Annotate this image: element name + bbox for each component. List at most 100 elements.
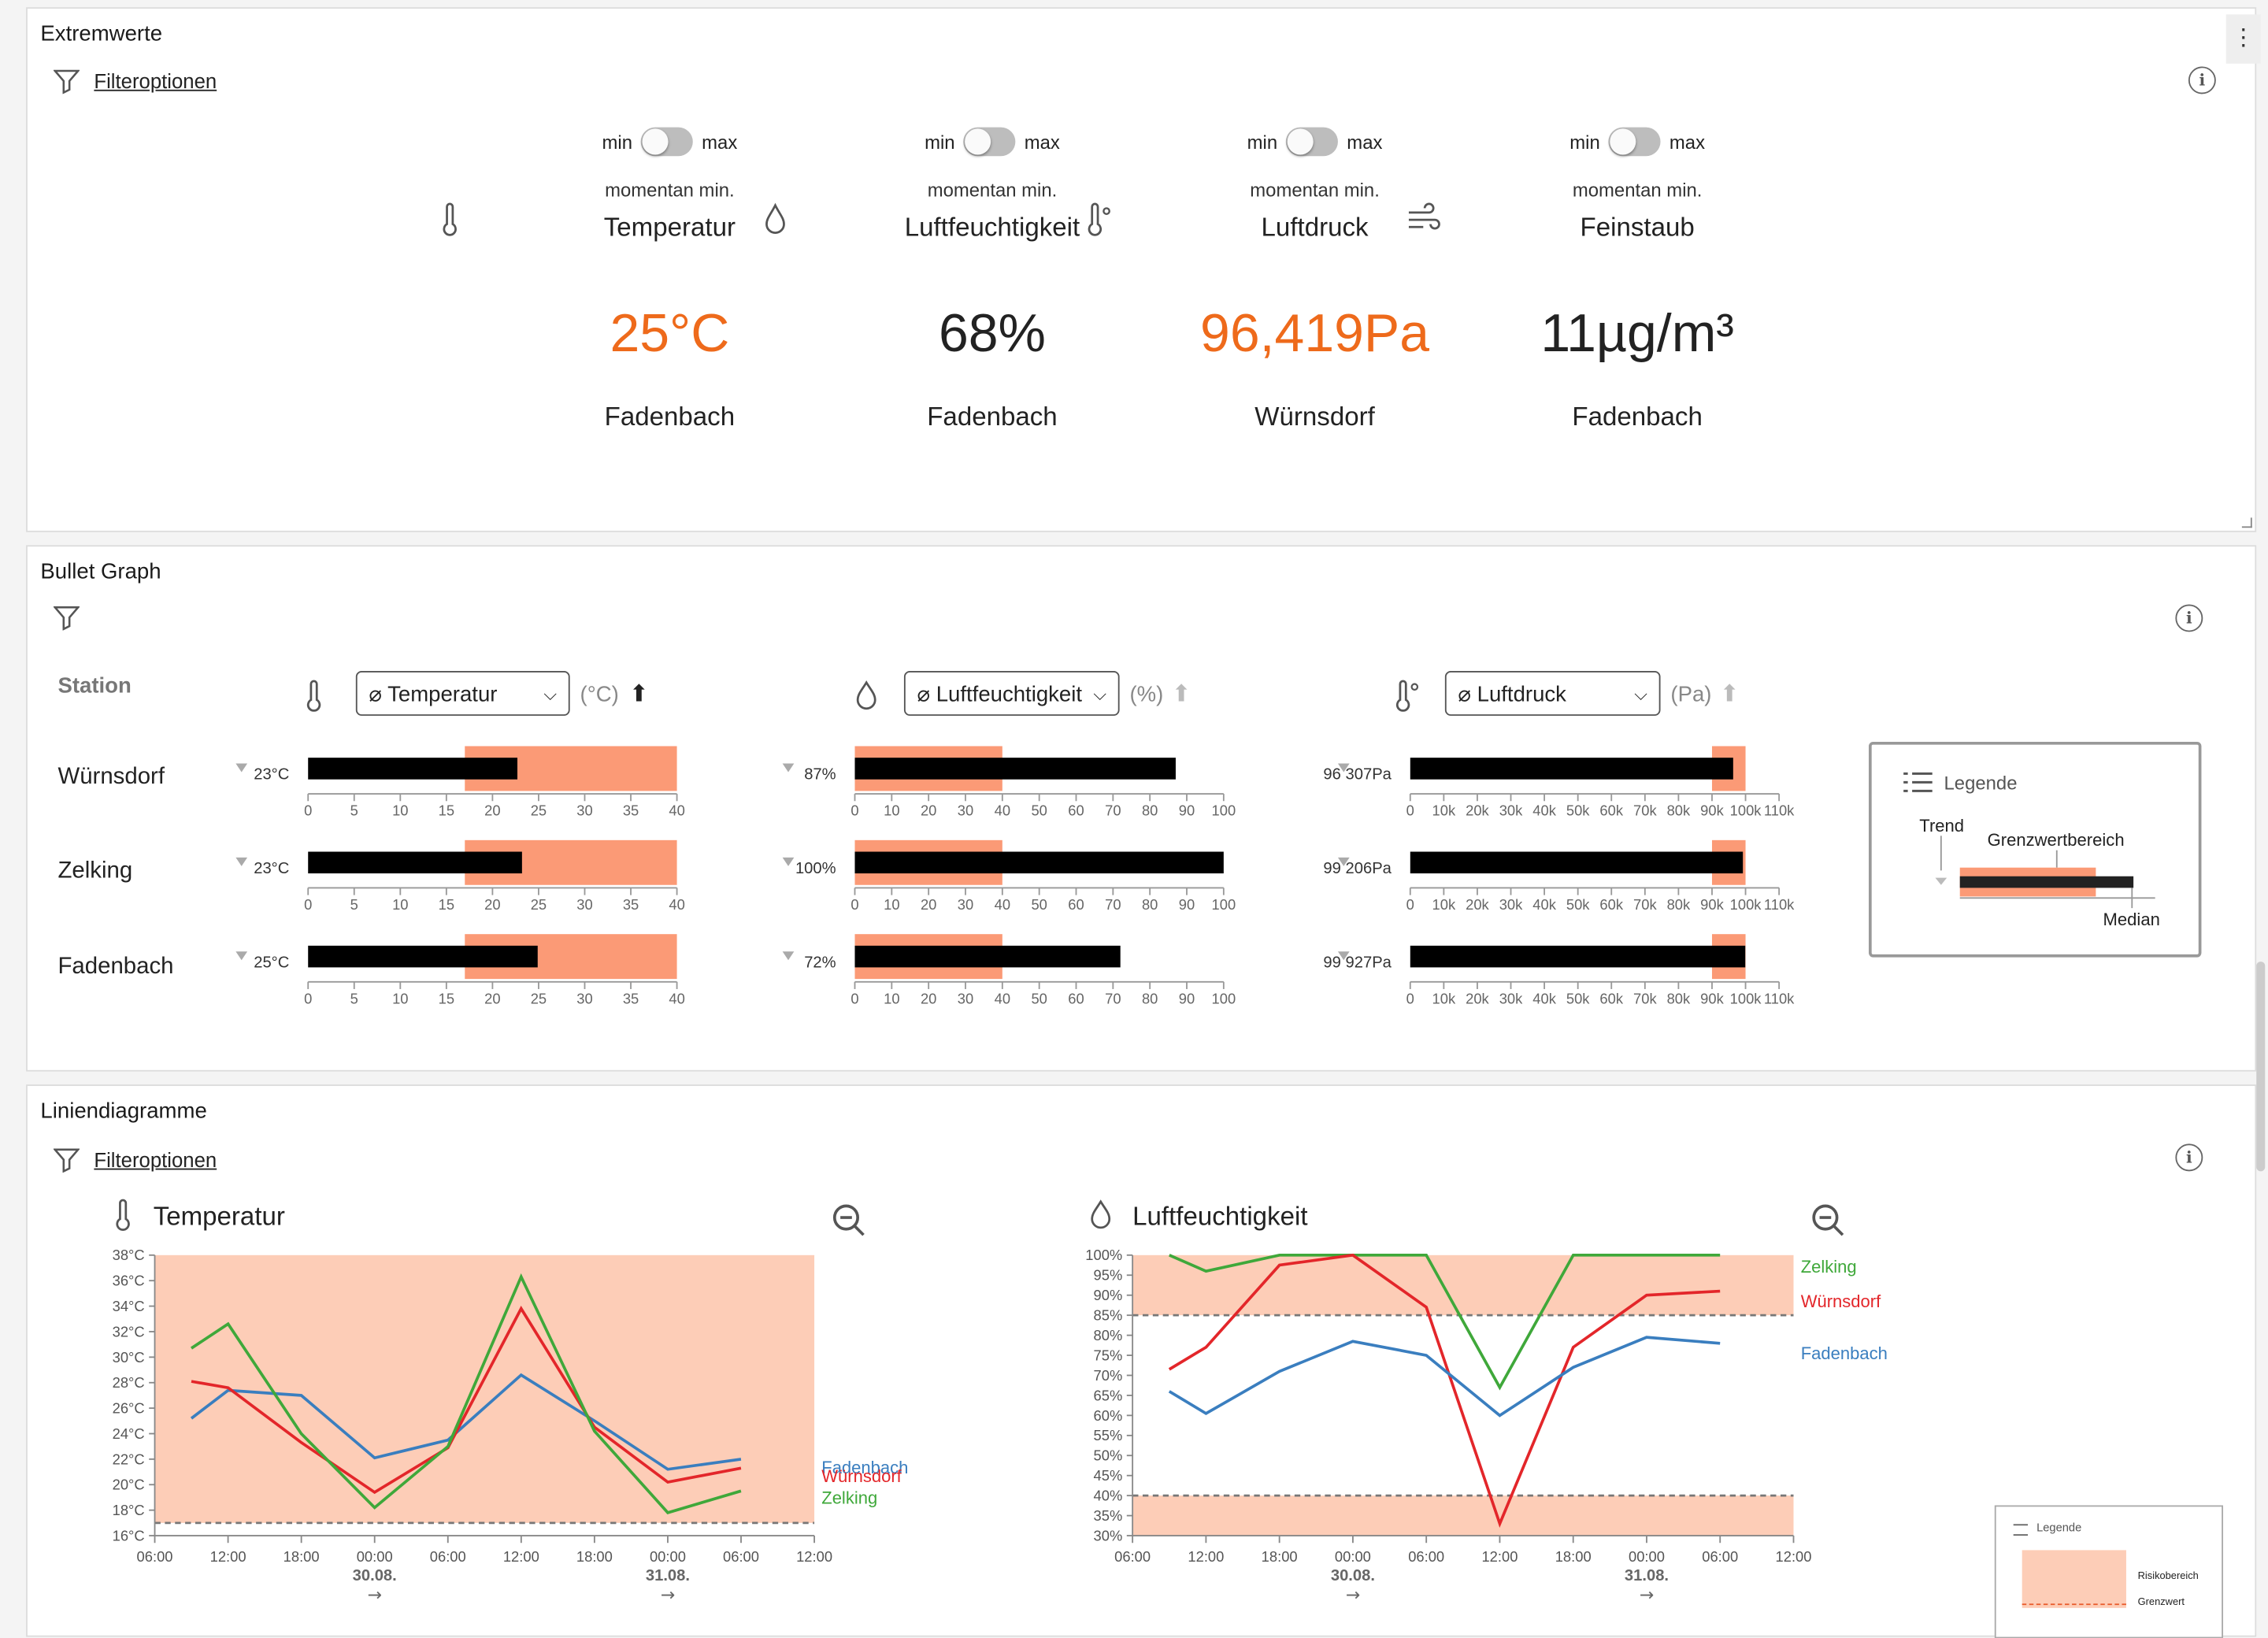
x-tick-label: 06:00: [723, 1548, 759, 1565]
resize-handle[interactable]: [2241, 517, 2252, 528]
droplet-icon: [856, 680, 876, 710]
series-line: [1169, 1253, 1721, 1391]
metric-name: Luftfeuchtigkeit: [765, 202, 1151, 243]
metric-label: Temperatur: [603, 212, 736, 242]
bullet-tick-label: 70: [1105, 990, 1121, 1006]
bullet-tick-label: 90k: [1700, 802, 1724, 819]
chevron-down-icon: ⌵: [543, 684, 558, 705]
y-tick-label: 20°C: [113, 1477, 145, 1493]
bullet-tick-label: 70: [1105, 896, 1121, 913]
more-menu-button[interactable]: ⋮: [2225, 14, 2261, 64]
bullet-tick-label: 40: [669, 802, 684, 819]
filter-options[interactable]: Filteroptionen: [53, 68, 217, 94]
median-value-label: 25°C: [254, 954, 289, 971]
y-tick-label: 70%: [1094, 1367, 1123, 1384]
metric-select-temperatur[interactable]: ⌀ Temperatur ⌵: [355, 670, 570, 716]
bullet-tick-label: 100: [1212, 990, 1236, 1006]
bullet-tick-label: 35: [623, 896, 639, 913]
bullet-tick-label: 90: [1179, 802, 1195, 819]
bullet-tick-label: 50: [1031, 802, 1047, 819]
median-value-label: 72%: [804, 954, 836, 971]
bullet-tick-label: 10k: [1432, 896, 1456, 913]
risk-swatch: [2022, 1550, 2126, 1608]
zoom-out-icon[interactable]: [830, 1202, 868, 1240]
trend-down-icon: [235, 763, 248, 773]
median-value-label: 23°C: [254, 766, 289, 784]
chevron-down-icon: ⌵: [1634, 684, 1648, 705]
zoom-out-icon[interactable]: [1810, 1202, 1847, 1240]
filter-icon[interactable]: [53, 605, 80, 631]
legend-median-label: Median: [2103, 909, 2160, 930]
bullet-tick-label: 90: [1179, 896, 1195, 913]
x-tick-label: 06:00: [1408, 1548, 1444, 1565]
y-tick-label: 22°C: [113, 1451, 145, 1467]
trend-down-icon: [1337, 951, 1350, 961]
select-value: ⌀ Luftdruck: [1458, 682, 1566, 707]
bullet-tick-label: 80k: [1667, 896, 1691, 913]
y-tick-label: 18°C: [113, 1502, 145, 1518]
bullet-tick-label: 60: [1068, 896, 1084, 913]
toggle-min-label: min: [1247, 131, 1278, 153]
y-tick-label: 75%: [1094, 1347, 1123, 1363]
station-header: Station: [57, 673, 132, 699]
unit-label: (%): [1129, 682, 1164, 707]
min-max-toggle[interactable]: [1286, 127, 1339, 157]
metric-select-luftfeuchtigkeit[interactable]: ⌀ Luftfeuchtigkeit ⌵: [903, 670, 1120, 716]
filter-options-link[interactable]: Filteroptionen: [94, 69, 217, 93]
y-tick-label: 38°C: [113, 1247, 145, 1263]
filter-options-link[interactable]: Filteroptionen: [94, 1147, 217, 1172]
min-max-toggle-row: min max: [833, 127, 1151, 157]
x-tick-label: 12:00: [1481, 1548, 1518, 1565]
sort-arrow-icon[interactable]: ⬆: [1171, 682, 1191, 707]
bullet-tick-label: 30: [958, 896, 973, 913]
min-max-toggle[interactable]: [641, 127, 694, 157]
mini-legend-title: Legende: [2036, 1521, 2082, 1535]
y-tick-label: 60%: [1094, 1407, 1123, 1424]
scrollbar[interactable]: [2256, 962, 2266, 1172]
bullet-tick-label: 0: [304, 990, 312, 1006]
bullet-tick-label: 70k: [1633, 802, 1657, 819]
sort-arrow-icon[interactable]: ⬆: [628, 682, 649, 707]
bullet-tick-label: 90k: [1700, 990, 1724, 1006]
trend-down-icon: [1337, 763, 1350, 773]
y-tick-label: 24°C: [113, 1425, 145, 1442]
bullet-tick-label: 10: [884, 802, 899, 819]
min-max-toggle[interactable]: [963, 127, 1016, 157]
y-tick-label: 55%: [1094, 1427, 1123, 1443]
min-max-toggle-row: min max: [1156, 127, 1474, 157]
bullet-tick-label: 50k: [1566, 802, 1590, 819]
bullet-tick-label: 0: [1406, 896, 1414, 913]
y-tick-label: 95%: [1094, 1267, 1123, 1284]
median-value-label: 96 307Pa: [1323, 766, 1392, 784]
bullet-tick-label: 0: [850, 896, 858, 913]
x-tick-label: 00:00: [1629, 1548, 1665, 1565]
panel-title: Extremwerte: [40, 21, 163, 46]
toggle-max-label: max: [702, 131, 738, 153]
min-max-toggle[interactable]: [1608, 127, 1661, 157]
metric-select-luftdruck[interactable]: ⌀ Luftdruck ⌵: [1444, 670, 1661, 716]
info-icon[interactable]: i: [2188, 66, 2216, 94]
bullet-tick-label: 10k: [1432, 802, 1456, 819]
bullet-tick-label: 100: [1212, 802, 1236, 819]
series-label: Fadenbach: [821, 1458, 908, 1477]
info-icon[interactable]: i: [2175, 604, 2203, 632]
filter-options[interactable]: [53, 605, 80, 631]
bullet-tick-label: 15: [439, 802, 454, 819]
bullet-tick-label: 35: [623, 990, 639, 1006]
station-name: Fadenbach: [604, 402, 736, 432]
x-tick-label: 06:00: [1114, 1548, 1151, 1565]
date-label: 30.08.: [353, 1567, 397, 1584]
filter-options[interactable]: Filteroptionen: [53, 1147, 217, 1173]
series-label: Würnsdorf: [821, 1466, 902, 1486]
x-tick-label: 12:00: [503, 1548, 539, 1565]
info-icon[interactable]: i: [2175, 1143, 2203, 1172]
legend-range-label: Grenzwertbereich: [1987, 829, 2125, 850]
bullet-tick-label: 30k: [1499, 990, 1523, 1006]
bullet-bar: [1410, 945, 1746, 968]
bullet-tick-label: 30: [958, 802, 973, 819]
x-tick-label: 00:00: [1335, 1548, 1371, 1565]
sort-arrow-icon[interactable]: ⬆: [1719, 682, 1740, 707]
bullet-tick-label: 70k: [1633, 896, 1657, 913]
station-name: Fadenbach: [927, 402, 1058, 432]
x-tick-label: 18:00: [576, 1548, 613, 1565]
